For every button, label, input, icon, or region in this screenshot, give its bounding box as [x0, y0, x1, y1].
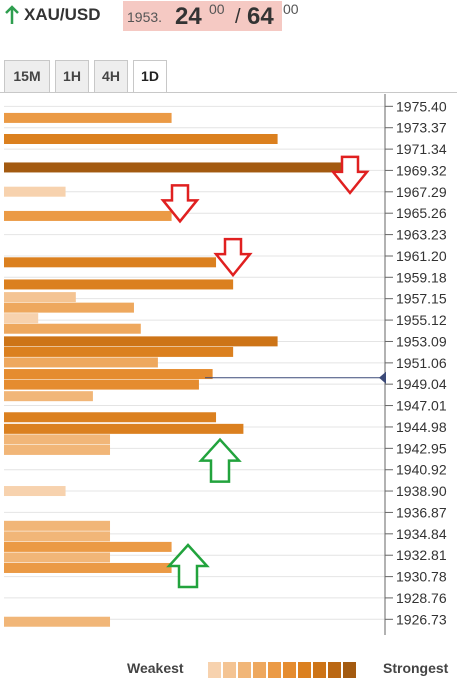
legend-swatch	[313, 662, 326, 678]
bid-prefix: 1953.	[127, 9, 163, 25]
y-tick-label: 1959.18	[396, 269, 447, 285]
ask-pips: 64	[247, 3, 274, 30]
confluence-bar	[4, 313, 39, 324]
y-tick-label: 1955.12	[396, 312, 447, 328]
tabs-divider	[0, 92, 457, 93]
confluence-bar	[4, 379, 199, 390]
confluence-bar	[4, 292, 76, 303]
confluence-bar	[4, 616, 111, 627]
y-tick-label: 1936.87	[396, 504, 447, 520]
confluence-bar	[4, 444, 111, 455]
confluence-bar	[4, 531, 111, 542]
y-tick-label: 1944.98	[396, 419, 447, 435]
y-tick-label: 1969.32	[396, 162, 447, 178]
y-tick-label: 1951.06	[396, 355, 447, 371]
y-tick-label: 1930.78	[396, 569, 447, 585]
legend-swatch	[298, 662, 311, 678]
legend-swatch	[223, 662, 236, 678]
up-arrow-icon	[198, 437, 242, 483]
confluence-bar	[4, 279, 234, 290]
confluence-bar	[4, 552, 111, 563]
legend-swatch	[328, 662, 341, 678]
y-tick-label: 1957.15	[396, 291, 447, 307]
confluence-bar	[4, 133, 278, 144]
confluence-bar	[4, 323, 141, 334]
y-tick-label: 1949.04	[396, 376, 447, 392]
confluence-bar	[4, 434, 111, 445]
confluence-bar	[4, 541, 172, 552]
confluence-bar	[4, 336, 278, 347]
y-tick-label: 1973.37	[396, 120, 447, 136]
down-arrow-icon	[160, 184, 200, 224]
quote-box: 1953. 24 00 / 64	[123, 1, 282, 31]
ask-fraction: 00	[283, 1, 299, 17]
tab-15m[interactable]: 15M	[4, 60, 50, 92]
confluence-bar	[4, 412, 217, 423]
confluence-bar	[4, 112, 172, 123]
legend-strongest-label: Strongest	[383, 660, 449, 676]
tab-4h[interactable]: 4H	[94, 60, 128, 92]
legend-swatch	[253, 662, 266, 678]
confluence-bar	[4, 423, 244, 434]
confluence-bar	[4, 486, 66, 497]
y-tick-label: 1967.29	[396, 184, 447, 200]
tab-1d[interactable]: 1D	[133, 60, 167, 93]
confluence-bar	[4, 562, 172, 573]
y-tick-label: 1926.73	[396, 611, 447, 627]
confluence-bar	[4, 210, 172, 221]
confluence-chart: 1975.40 1973.37 1971.34 1969.32 1967.29 1965.…	[4, 94, 447, 635]
y-tick-label: 1963.23	[396, 227, 447, 243]
down-arrow-icon	[330, 155, 370, 195]
down-arrow-icon	[213, 237, 253, 278]
confluence-bar	[4, 186, 66, 197]
y-tick-label: 1932.81	[396, 547, 447, 563]
confluence-bar	[4, 520, 111, 531]
confluence-bar	[4, 391, 93, 402]
y-tick-label: 1928.76	[396, 590, 447, 606]
bid-pips: 24	[175, 3, 202, 30]
y-tick-label: 1942.95	[396, 440, 447, 456]
current-price-marker	[379, 371, 386, 384]
y-tick-label: 1965.26	[396, 205, 447, 221]
quote-separator: /	[235, 6, 241, 28]
y-tick-label: 1940.92	[396, 462, 447, 478]
y-tick-label: 1953.09	[396, 333, 447, 349]
y-tick-label: 1975.40	[396, 98, 447, 114]
y-tick-label: 1938.90	[396, 483, 447, 499]
confluence-bar	[4, 357, 158, 368]
legend-weakest-label: Weakest	[127, 660, 184, 676]
up-arrow-icon	[5, 5, 19, 24]
timeframe-tabs: 15M 1H 4H 1D	[0, 60, 457, 93]
legend-swatch	[238, 662, 251, 678]
up-arrow-icon	[166, 543, 210, 589]
y-tick-label: 1971.34	[396, 141, 447, 157]
confluence-bar	[4, 346, 234, 357]
symbol-label: XAU/USD	[24, 5, 101, 24]
legend-swatch	[268, 662, 281, 678]
legend-swatch	[343, 662, 356, 678]
y-tick-label: 1947.01	[396, 398, 447, 414]
y-tick-label: 1934.84	[396, 526, 447, 542]
confluence-bar	[4, 257, 217, 268]
confluence-bar	[4, 369, 213, 380]
confluence-bar	[4, 162, 346, 173]
legend-swatch	[208, 662, 221, 678]
legend-swatch	[283, 662, 296, 678]
confluence-bar	[4, 302, 134, 313]
bid-fraction: 00	[209, 1, 225, 17]
y-tick-label: 1961.20	[396, 248, 447, 264]
tab-1h[interactable]: 1H	[55, 60, 89, 92]
quote-header: XAU/USD 1953. 24 00 / 64 00	[0, 0, 457, 34]
